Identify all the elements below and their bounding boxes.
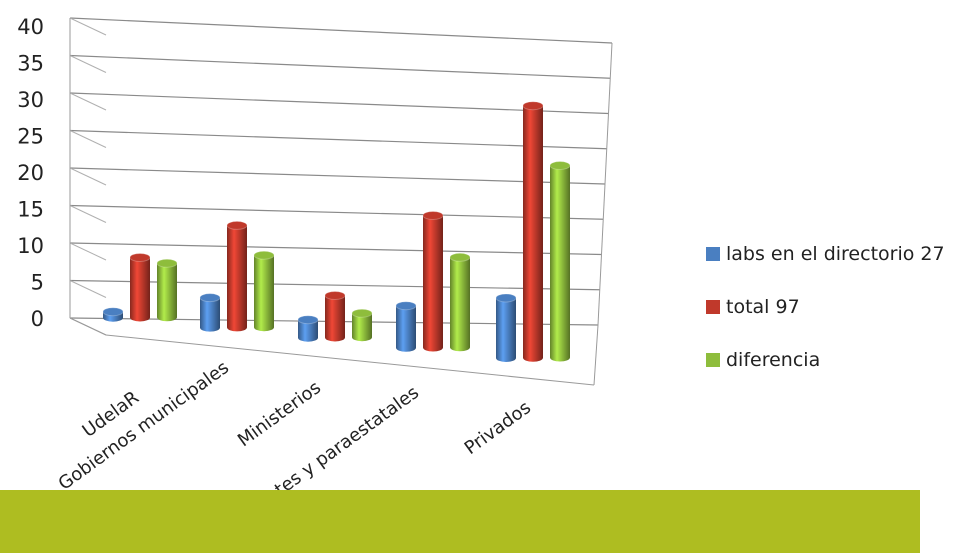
legend: labs en el directorio 27 total 97 difere… [706,240,945,399]
bar-top-0-0 [102,307,124,317]
bar-top-1-0 [199,293,221,303]
bar-top-3-1 [422,211,444,221]
legend-swatch-labs [706,247,720,261]
x-tick-label: Privados [461,397,535,459]
gridline-side [69,130,107,148]
bar-top-0-2 [156,258,178,268]
bar-4-0 [496,297,516,362]
bar-3-1 [423,215,443,352]
bar-3-0 [396,305,416,352]
bar-1-0 [200,297,220,332]
bar-4-1 [523,105,543,362]
legend-label-labs: labs en el directorio 27 [726,243,945,265]
bar-top-2-2 [351,308,373,318]
y-tick-label: 35 [17,52,44,76]
bar-top-1-1 [226,220,248,230]
bar-2-0 [298,319,318,342]
legend-item-total: total 97 [706,293,945,321]
bar-top-2-1 [324,290,346,300]
bar-1-1 [227,225,247,332]
gridline-side [69,17,107,36]
bar-0-1 [130,257,150,322]
legend-item-diferencia: diferencia [706,346,945,374]
gridline [69,54,611,79]
floor-edge-front [105,334,595,386]
bar-top-4-2 [549,161,571,171]
legend-label-total: total 97 [726,296,800,318]
floor-edge-left [69,317,107,336]
y-tick-label: 0 [31,307,44,331]
gridline-side [69,205,107,223]
legend-item-labs: labs en el directorio 27 [706,240,945,268]
gridline [69,242,602,256]
bar-top-3-2 [449,252,471,262]
gridline [69,204,604,220]
bar-top-3-0 [395,301,417,311]
legend-swatch-total [706,300,720,314]
floor-edge-right [593,324,599,386]
bar-1-2 [254,255,274,332]
bar-top-0-1 [129,252,151,262]
gridline [69,92,609,115]
bar-0-2 [157,263,177,322]
gridline-side [69,55,107,73]
y-tick-label: 40 [17,15,44,39]
x-tick-label: Ministerios [234,377,325,451]
bar-top-4-0 [495,293,517,303]
gridline-side [69,242,107,261]
gridline-side [69,280,107,298]
legend-label-diferencia: diferencia [726,349,821,371]
gridline-side [69,92,107,111]
y-tick-label: 20 [17,161,44,185]
gridline-side [69,167,107,186]
bar-3-2 [450,257,470,352]
y-tick-label: 5 [31,271,44,295]
y-tick-label: 15 [17,198,44,222]
bar-top-1-2 [253,250,275,260]
bar-top-4-1 [522,101,544,111]
legend-swatch-diferencia [706,353,720,367]
footer-band [0,490,920,553]
y-tick-label: 25 [17,125,44,149]
gridline [69,129,607,150]
gridline [69,17,613,44]
right-axis-line [597,42,613,326]
bar-top-2-0 [297,315,319,325]
y-tick-label: 30 [17,88,44,112]
bar-2-1 [325,295,345,342]
bar-4-2 [550,165,570,362]
bar-2-2 [352,313,372,342]
gridline [69,167,606,185]
y-tick-label: 10 [17,234,44,258]
